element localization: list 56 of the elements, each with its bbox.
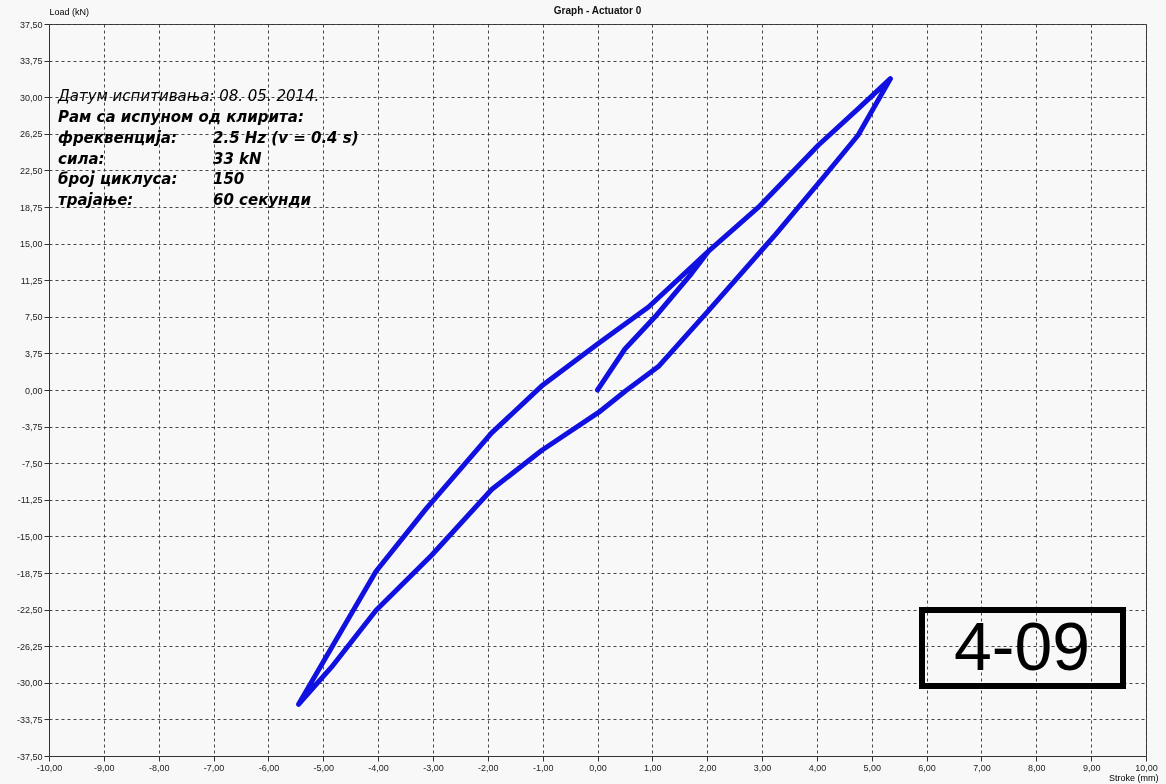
x-tick-label: -2,00 [478,762,499,773]
annotation: 4-09 [953,608,1091,684]
y-tick-label: 33,75 [19,56,43,67]
x-tick-label: 0,00 [589,762,607,773]
y-tick-label: -26,25 [16,641,43,652]
y-tick-label: 26,25 [19,129,43,140]
annotation: 33 kN [213,149,263,168]
x-tick-label: 7,00 [973,762,991,773]
annotation: број циклуса: [58,170,178,188]
y-tick-label: -7,50 [21,458,43,469]
x-tick-label: -6,00 [258,762,280,773]
y-tick-label: 11,25 [20,275,43,286]
x-tick-label: -10,00 [36,762,63,773]
y-tick-label: -15,00 [16,531,43,542]
chart-title: Graph - Actuator 0 [553,5,642,16]
annotation: трајање: [58,190,134,209]
annotation: 2.5 Hz (v = 0.4 s) [213,129,359,147]
x-tick-label: 3,00 [753,762,772,773]
y-tick-label: 18,75 [19,202,43,213]
x-tick-label: -5,00 [313,762,335,773]
x-tick-label: 8,00 [1028,762,1046,773]
y-tick-label: -11,25 [17,495,43,506]
x-tick-label: -8,00 [148,762,170,773]
annotation: сила: [58,149,105,168]
x-tick-label: -4,00 [368,762,389,773]
y-tick-label: -18,75 [16,568,43,579]
y-axis-title: Load (kN) [49,6,90,17]
y-tick-label: 30,00 [19,92,43,103]
y-tick-label: -33,75 [16,714,43,725]
annotation: 150 [213,170,245,188]
y-tick-label: 0,00 [24,385,43,396]
y-tick-label: -30,00 [16,678,43,689]
y-tick-label: -37,50 [16,751,43,762]
x-tick-label: -1,00 [532,762,554,773]
x-tick-label: -7,00 [203,762,225,773]
y-tick-label: 7,50 [24,312,43,323]
y-tick-label: 3,75 [24,348,43,359]
x-tick-label: 1,00 [644,762,662,773]
y-tick-label: -22,50 [16,605,43,616]
annotation: 60 секунди [213,190,312,209]
annotation: Рам са испуном од клирита: [58,108,304,126]
x-tick-label: 5,00 [863,762,882,773]
x-tick-label: 10,00 [1135,762,1158,773]
x-tick-label: -3,00 [423,762,444,773]
x-tick-label: 9,00 [1082,762,1101,773]
x-tick-label: 2,00 [698,762,717,773]
x-tick-label: 6,00 [918,762,936,773]
x-axis-title: Stroke (mm) [1109,772,1159,783]
annotation: фреквенција: [58,129,177,147]
annotation: Датум испитивања: 08. 05. 2014. [57,87,320,105]
x-tick-label: 4,00 [808,762,827,773]
x-tick-label: -9,00 [94,762,115,773]
y-tick-label: 15,00 [19,239,43,250]
y-tick-label: -3,75 [21,422,43,433]
y-tick-label: 37,50 [19,19,43,30]
y-tick-label: 22,50 [19,165,43,176]
